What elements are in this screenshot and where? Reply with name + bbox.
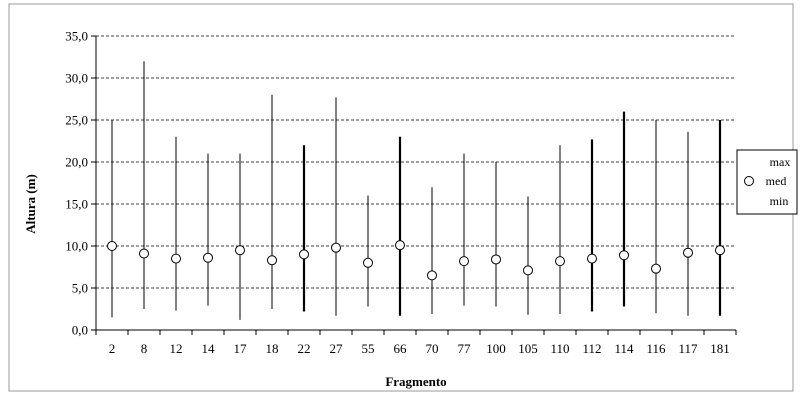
x-tick-label: 110 <box>550 341 569 356</box>
x-tick-label: 17 <box>234 341 248 356</box>
median-marker <box>587 253 597 264</box>
y-tick-label: 5,0 <box>72 281 88 296</box>
x-tick-label: 12 <box>170 341 183 356</box>
y-tick-label: 15,0 <box>65 197 88 212</box>
x-tick-label: 2 <box>109 341 116 356</box>
x-tick-label: 100 <box>486 341 506 356</box>
x-tick-label: 55 <box>362 341 375 356</box>
y-tick-label: 35,0 <box>65 29 88 44</box>
median-marker <box>683 247 693 258</box>
median-marker <box>715 245 725 256</box>
median-marker <box>619 250 629 261</box>
x-tick-label: 18 <box>266 341 279 356</box>
median-marker <box>523 265 533 276</box>
x-tick-label: 77 <box>458 341 472 356</box>
data-series <box>107 61 725 320</box>
x-tick-label: 27 <box>330 341 344 356</box>
x-tick-label: 70 <box>426 341 439 356</box>
median-marker <box>171 253 181 264</box>
legend: max med min <box>736 149 798 215</box>
median-marker <box>107 241 117 251</box>
x-tick-label: 112 <box>582 341 601 356</box>
median-marker <box>459 256 469 267</box>
axes: 0,0 5,0 10,0 15,0 20,0 25,0 30,0 35,0 2 8 12 14 17 18… <box>65 29 737 356</box>
x-tick-label: 116 <box>646 341 666 356</box>
median-marker <box>299 249 309 260</box>
x-tick-label: 14 <box>202 341 216 356</box>
x-tick-label: 105 <box>518 341 538 356</box>
x-tick-label: 181 <box>710 341 730 356</box>
median-marker <box>427 270 437 281</box>
y-tick-label: 25,0 <box>65 113 88 128</box>
gridlines <box>96 35 736 289</box>
y-tick-label: 30,0 <box>65 71 88 86</box>
y-tick-label: 10,0 <box>65 239 88 254</box>
median-marker <box>139 248 149 259</box>
median-marker <box>331 242 341 253</box>
x-tick-label: 8 <box>141 341 148 356</box>
median-marker <box>395 240 405 251</box>
legend-label-min: min <box>770 194 789 208</box>
legend-marker-med <box>744 176 754 186</box>
legend-label-max: max <box>770 155 791 169</box>
y-tick-label: 0,0 <box>72 323 88 338</box>
median-marker <box>651 263 661 274</box>
x-tick-label: 22 <box>298 341 311 356</box>
median-marker <box>363 257 373 268</box>
x-axis-label: Fragmento <box>385 374 446 389</box>
median-marker <box>491 254 501 265</box>
legend-label-med: med <box>766 174 787 188</box>
median-marker <box>267 255 277 266</box>
x-tick-label: 66 <box>394 341 408 356</box>
y-axis-label: Altura (m) <box>23 174 38 234</box>
median-marker <box>555 256 565 267</box>
y-tick-label: 20,0 <box>65 155 88 170</box>
x-tick-label: 114 <box>614 341 634 356</box>
median-marker <box>203 252 213 263</box>
median-marker <box>235 245 245 256</box>
x-tick-label: 117 <box>678 341 698 356</box>
